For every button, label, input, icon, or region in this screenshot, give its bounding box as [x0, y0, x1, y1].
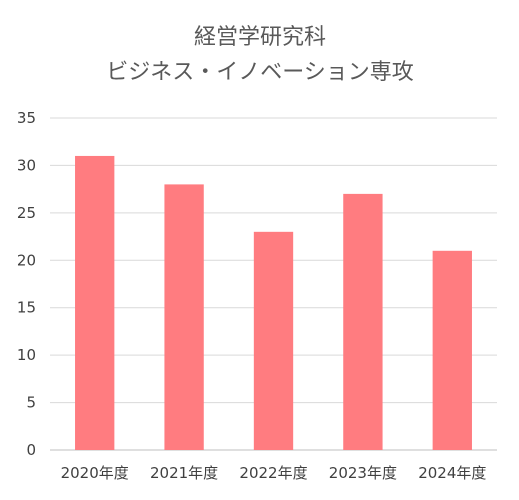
y-tick-label: 35	[17, 109, 36, 127]
x-tick-label: 2022年度	[239, 464, 307, 482]
x-tick-label: 2021年度	[150, 464, 218, 482]
y-tick-label: 30	[17, 156, 36, 174]
bar-1	[75, 155, 115, 450]
x-tick-label: 2020年度	[61, 464, 129, 482]
y-tick-label: 15	[17, 299, 36, 317]
x-tick-label: 2024年度	[418, 464, 486, 482]
y-tick-label: 20	[17, 251, 36, 269]
chart-title: 経営学研究科	[194, 25, 326, 50]
y-tick-label: 5	[26, 394, 36, 412]
y-tick-label: 0	[26, 441, 36, 459]
y-tick-label: 25	[17, 204, 36, 222]
y-tick-label: 10	[17, 346, 36, 364]
bar-5	[432, 250, 472, 450]
bars	[75, 155, 472, 450]
y-axis-ticks: 0 5 10 15 20 25 30 35	[17, 109, 36, 459]
x-axis-ticks: 2020年度 2021年度 2022年度 2023年度 2024年度	[61, 464, 487, 482]
bar-2	[164, 184, 204, 450]
chart-subtitle: ビジネス・イノベーション専攻	[106, 60, 414, 85]
x-tick-label: 2023年度	[329, 464, 397, 482]
bar-4	[343, 193, 383, 450]
bar-3	[253, 231, 294, 450]
